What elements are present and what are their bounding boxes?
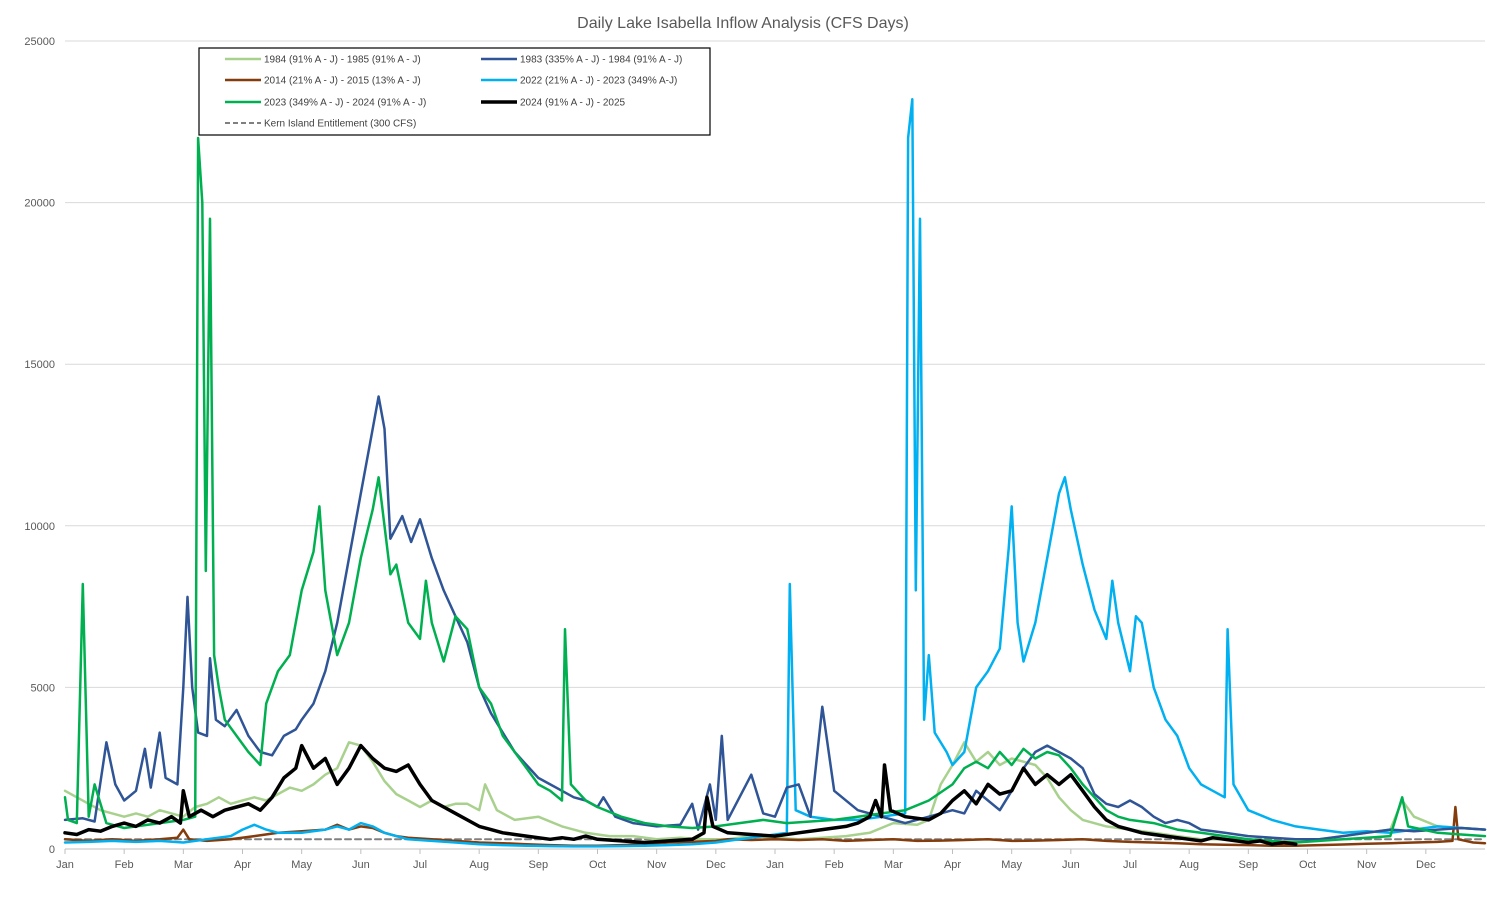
x-tick-label: Apr (944, 859, 961, 871)
x-tick-label: Jan (766, 859, 784, 871)
series-line-1 (63, 395, 1487, 841)
legend-label-6: Kern Island Entitlement (300 CFS) (264, 119, 416, 130)
x-tick-label: Mar (884, 859, 903, 871)
x-tick-label: May (291, 859, 312, 871)
x-tick-label: Feb (115, 859, 134, 871)
y-tick-label: 10000 (24, 521, 55, 533)
x-tick-label: Nov (647, 859, 667, 871)
x-tick-label: Sep (529, 859, 549, 871)
series-line-4 (63, 136, 1487, 844)
legend-label-1: 1983 (335% A - J) - 1984 (91% A - J) (520, 55, 682, 66)
x-tick-label: Jul (413, 859, 427, 871)
legend-label-2: 2014 (21% A - J) - 2015 (13% A - J) (264, 76, 421, 87)
x-tick-label: Oct (1299, 859, 1316, 871)
x-tick-label: Nov (1357, 859, 1377, 871)
y-tick-label: 20000 (24, 198, 55, 210)
series-line-3 (63, 97, 1487, 848)
x-tick-label: Apr (234, 859, 251, 871)
x-tick-label: Oct (589, 859, 606, 871)
legend-label-3: 2022 (21% A - J) - 2023 (349% A-J) (520, 76, 677, 87)
series-line-5 (63, 743, 1298, 846)
y-tick-label: 25000 (24, 36, 55, 48)
x-tick-label: Aug (1179, 859, 1199, 871)
y-tick-label: 5000 (31, 682, 55, 694)
legend-label-5: 2024 (91% A - J) - 2025 (520, 98, 626, 109)
legend-box (198, 47, 711, 136)
chart-title: Daily Lake Isabella Inflow Analysis (CFS… (577, 15, 909, 32)
series-layer (63, 97, 1487, 848)
y-axis-ticks: 0 5000 10000 15000 20000 25000 (24, 36, 55, 856)
x-axis-ticks: Jan Feb Mar Apr May Jun Jul Aug Sep Oct Nov Dec Jan F… (56, 849, 1436, 871)
x-tick-label: Feb (825, 859, 844, 871)
x-tick-label: Jun (352, 859, 370, 871)
x-tick-label: Aug (469, 859, 489, 871)
x-tick-label: Mar (174, 859, 193, 871)
x-tick-label: Sep (1239, 859, 1259, 871)
y-tick-label: 15000 (24, 359, 55, 371)
legend-label-4: 2023 (349% A - J) - 2024 (91% A - J) (264, 98, 426, 109)
legend: 1984 (91% A - J) - 1985 (91% A - J) 1983 … (198, 47, 711, 136)
x-tick-label: Dec (706, 859, 726, 871)
x-tick-label: Jun (1062, 859, 1080, 871)
x-tick-label: Dec (1416, 859, 1436, 871)
x-tick-label: Jan (56, 859, 74, 871)
y-tick-label: 0 (49, 844, 55, 856)
x-tick-label: Jul (1123, 859, 1137, 871)
x-tick-label: May (1001, 859, 1022, 871)
legend-label-0: 1984 (91% A - J) - 1985 (91% A - J) (264, 55, 421, 66)
